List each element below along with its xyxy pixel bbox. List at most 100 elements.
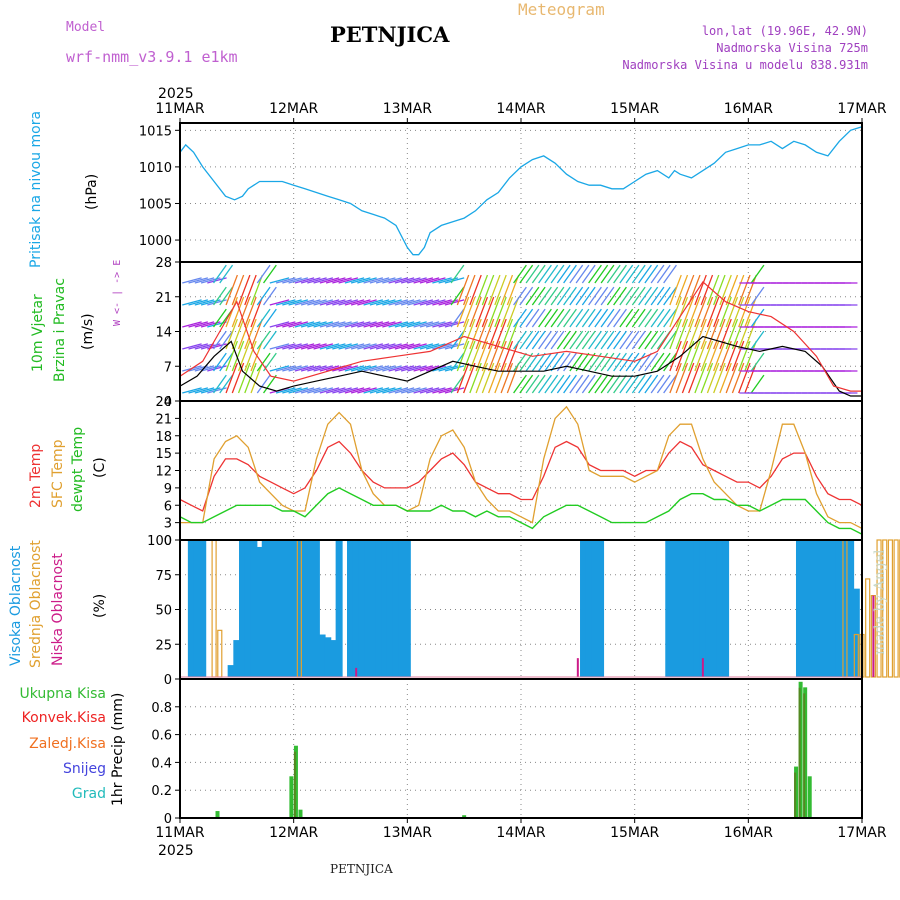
series-line [179, 487, 863, 535]
wind-arrow [237, 318, 251, 350]
wind-arrow [275, 343, 296, 350]
wind-arrow [219, 352, 234, 372]
wind-arrow [350, 321, 371, 328]
cloud-bar [312, 540, 320, 677]
x-tick-label: 17MAR [837, 101, 886, 117]
wind-arrow [288, 299, 309, 306]
wind-arrow [575, 330, 590, 350]
page-title: PETNJICA [330, 22, 450, 47]
wind-arrow [619, 330, 634, 350]
wind-arrow [500, 296, 514, 328]
wind-arrow [400, 365, 421, 372]
wind-arrow [469, 362, 482, 394]
wind-arrow [275, 387, 296, 394]
wind-arrow [325, 387, 346, 394]
wind-arrow [700, 274, 714, 306]
cloud-bar [818, 540, 826, 677]
cloud-bar [830, 540, 838, 677]
wind-arrow [188, 277, 209, 284]
wind-arrow [556, 374, 571, 394]
precip-bar [807, 776, 812, 818]
wind-arrow [413, 277, 434, 284]
cloud-bar [369, 540, 377, 677]
wind-arrow [307, 277, 327, 284]
wind-arrow [325, 343, 346, 350]
cloud-bar [580, 540, 588, 677]
cloud-bar [324, 637, 332, 677]
wind-arrow [669, 296, 682, 328]
wind-arrow [407, 321, 427, 328]
precip-bar-shade [293, 751, 296, 818]
wind-arrow [625, 286, 640, 306]
wind-arrow [550, 374, 565, 394]
wind-arrow [606, 308, 621, 328]
wind-arrow [219, 374, 234, 394]
wind-arrow [700, 362, 714, 394]
wind-arrow [500, 318, 514, 350]
cloud-bar [256, 546, 264, 677]
wind-arrow [425, 387, 446, 394]
wind-arrow [631, 352, 646, 372]
wind-arrow [656, 264, 671, 284]
wind-arrow [638, 330, 652, 350]
wind-arrow [475, 274, 489, 306]
wind-arrow [606, 374, 621, 394]
cloud-bar [318, 634, 326, 677]
y-tick-label: 0.2 [151, 784, 172, 799]
wind-arrow [444, 387, 465, 394]
cloud-bar [676, 540, 684, 677]
wind-arrow [481, 362, 495, 394]
wind-arrow [288, 277, 309, 284]
wind-arrow [619, 308, 634, 328]
wind-arrow [432, 387, 452, 394]
x-tick-label: 14MAR [496, 101, 545, 117]
y-tick-label: 24 [155, 395, 172, 410]
wind-arrow [225, 274, 238, 306]
wind-arrow [344, 365, 365, 372]
wind-arrow [706, 296, 720, 328]
wind-arrow [500, 362, 514, 394]
wind-arrow [357, 343, 377, 350]
wind-arrow [513, 374, 527, 394]
wind-arrow [282, 321, 302, 328]
wind-arrow [275, 299, 296, 306]
x-tick-label: 15MAR [610, 825, 659, 841]
wind-arrow [588, 374, 602, 394]
wind-arrow [475, 296, 489, 328]
wind-arrow [575, 286, 590, 306]
wind-arrow [388, 343, 409, 350]
wind-arrow [300, 387, 321, 394]
wind-arrow [419, 387, 440, 394]
cloud-bar [682, 540, 690, 677]
wind-arrow [219, 330, 234, 350]
cloud-bar [375, 540, 383, 677]
y-tick-label: 1005 [139, 197, 172, 212]
wind-arrow [419, 299, 440, 306]
wind-arrow [588, 286, 602, 306]
x-tick-label: 13MAR [383, 825, 432, 841]
wind-arrow [613, 308, 627, 328]
wind-arrow [475, 318, 489, 350]
cloud-bar [347, 540, 354, 677]
wind-arrow [569, 374, 584, 394]
cloud-bar [267, 540, 275, 677]
y-tick-label: 15 [155, 447, 172, 462]
cloud-label-2: Srednja Oblacnost [28, 540, 44, 668]
cloud-bar [352, 540, 360, 677]
wind-arrow [275, 365, 296, 372]
wind-arrow [237, 296, 251, 328]
wind-arrow [688, 296, 701, 328]
wind-arrow [600, 286, 615, 306]
wind-arrow [344, 321, 365, 328]
wind-arrow [525, 308, 540, 328]
wind-arrow [713, 274, 726, 306]
wind-arrow [350, 343, 371, 350]
cloud-label-1: Visoka Oblacnost [8, 545, 24, 666]
wind-arrow [369, 277, 390, 284]
wind-arrow [538, 264, 552, 284]
wind-arrow [462, 318, 476, 350]
wind-arrow [432, 365, 452, 372]
wind-arrow [688, 362, 701, 394]
wind-arrow [719, 362, 732, 394]
wind-arrow [644, 352, 659, 372]
